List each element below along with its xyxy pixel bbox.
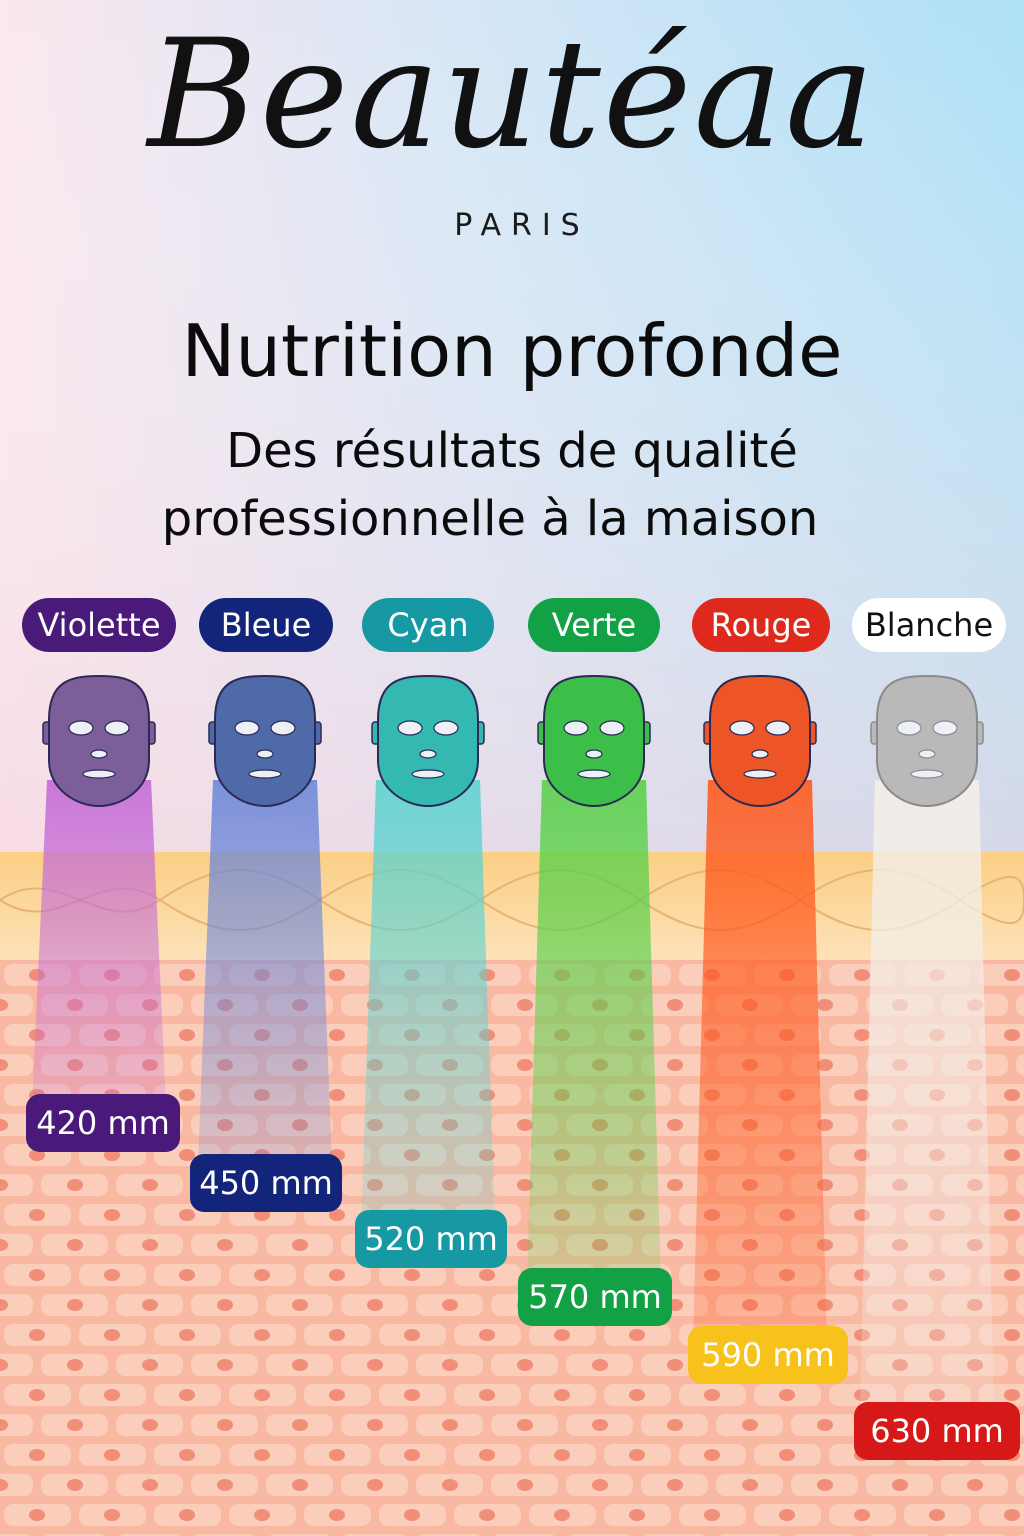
- label-blanche: Blanche: [852, 598, 1006, 652]
- label-rouge: Rouge: [692, 598, 830, 652]
- mask-bleue: [208, 674, 322, 808]
- brand-logo: Beautéaa: [147, 8, 877, 182]
- beam-bleue: [197, 780, 333, 1191]
- wavelength-tag-450: 450 mm: [190, 1154, 342, 1212]
- headline: Nutrition profonde: [181, 309, 843, 393]
- beam-verte: [526, 780, 662, 1317]
- beam-violette: [31, 780, 167, 1127]
- brand-subtitle: PARIS: [454, 208, 590, 243]
- wavelength-tag-590: 590 mm: [688, 1326, 848, 1384]
- label-verte: Verte: [528, 598, 660, 652]
- face-masks: [42, 674, 984, 808]
- mask-verte: [537, 674, 651, 808]
- beam-blanche: [859, 780, 995, 1450]
- subline-2: professionnelle à la maison: [161, 491, 819, 547]
- wavelength-tag-520: 520 mm: [355, 1210, 507, 1268]
- label-bleue: Bleue: [199, 598, 333, 652]
- mask-cyan: [371, 674, 485, 808]
- light-beams: [31, 780, 995, 1450]
- label-violette: Violette: [22, 598, 176, 652]
- mask-violette: [42, 674, 156, 808]
- subline-1: Des résultats de qualité: [226, 423, 798, 479]
- mask-blanche: [870, 674, 984, 808]
- beam-rouge: [692, 780, 828, 1381]
- beam-cyan: [360, 780, 496, 1254]
- wavelength-tag-570: 570 mm: [518, 1268, 672, 1326]
- wavelength-tag-630: 630 mm: [854, 1402, 1020, 1460]
- mask-rouge: [703, 674, 817, 808]
- label-cyan: Cyan: [362, 598, 494, 652]
- wavelength-tag-420: 420 mm: [26, 1094, 180, 1152]
